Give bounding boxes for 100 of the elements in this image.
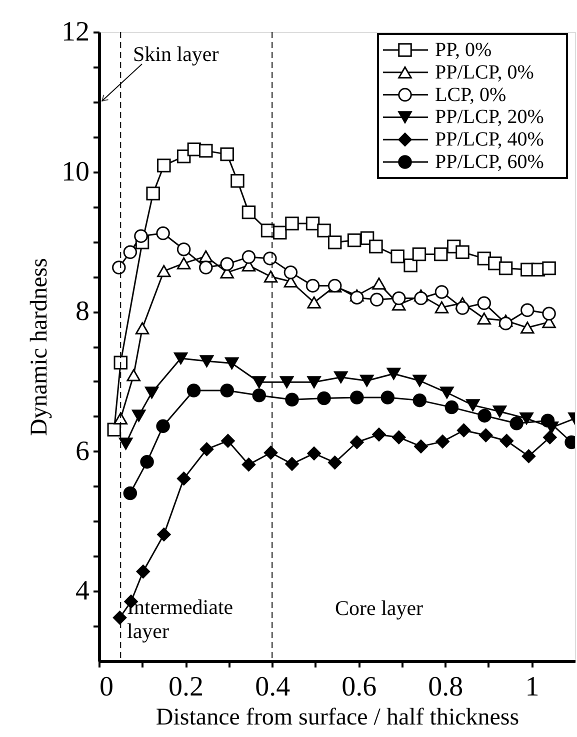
point xyxy=(242,205,256,220)
point xyxy=(140,454,154,469)
point xyxy=(350,435,364,450)
x-tick-label: 0.8 xyxy=(428,672,464,702)
point xyxy=(520,303,534,318)
point xyxy=(307,376,321,388)
point xyxy=(380,390,395,404)
point xyxy=(334,371,348,384)
point xyxy=(540,414,555,428)
x-tick-label: 0 xyxy=(100,672,114,702)
point xyxy=(126,369,140,382)
point xyxy=(436,434,450,448)
point xyxy=(118,438,133,450)
legend-label: PP/LCP, 40% xyxy=(435,128,544,151)
x-tick-label: 0.6 xyxy=(342,672,377,702)
point xyxy=(500,434,514,448)
point xyxy=(199,144,213,158)
point xyxy=(477,296,491,310)
annotation: Skin layer xyxy=(133,42,219,66)
point xyxy=(317,224,331,238)
point xyxy=(328,456,342,470)
point xyxy=(306,216,320,230)
x-axis-title: Distance from surface / half thickness xyxy=(156,704,520,730)
point xyxy=(390,249,404,264)
point xyxy=(466,399,480,412)
y-tick-label: 8 xyxy=(76,296,90,328)
y-tick-label: 10 xyxy=(62,156,90,188)
point xyxy=(221,434,235,448)
point xyxy=(440,386,454,399)
point xyxy=(328,235,342,250)
point xyxy=(350,290,364,304)
point xyxy=(350,390,364,404)
point xyxy=(112,260,126,274)
point xyxy=(230,174,244,188)
y-axis-title: Dynamic hardness xyxy=(26,258,52,436)
point xyxy=(114,412,128,425)
point xyxy=(285,457,299,471)
point xyxy=(434,301,449,314)
point xyxy=(242,458,256,472)
point xyxy=(347,233,362,248)
point xyxy=(434,247,448,262)
point xyxy=(456,301,470,315)
point xyxy=(132,410,146,422)
point xyxy=(372,428,386,442)
point xyxy=(220,257,234,271)
point xyxy=(542,306,556,321)
point xyxy=(135,322,150,334)
point xyxy=(144,386,159,399)
point xyxy=(220,384,234,398)
point xyxy=(156,419,170,434)
point xyxy=(412,374,427,387)
point xyxy=(280,376,294,388)
point xyxy=(200,355,214,368)
point xyxy=(176,472,191,486)
legend-label: PP/LCP, 60% xyxy=(435,151,544,173)
x-tick-label: 0.2 xyxy=(168,672,204,702)
x-tick-label: 1 xyxy=(525,672,540,702)
point xyxy=(157,158,171,172)
point xyxy=(307,296,321,309)
point xyxy=(412,247,426,262)
point xyxy=(220,147,234,162)
point xyxy=(285,216,299,230)
point xyxy=(370,292,384,307)
point xyxy=(520,412,534,425)
point xyxy=(510,416,524,430)
point xyxy=(136,564,150,578)
point xyxy=(264,446,278,460)
point xyxy=(264,270,278,283)
point xyxy=(157,528,171,542)
point xyxy=(252,388,266,402)
point xyxy=(372,278,386,290)
point xyxy=(224,357,239,370)
point xyxy=(186,384,201,398)
point xyxy=(456,423,471,438)
point xyxy=(414,291,428,306)
point xyxy=(498,261,513,276)
point xyxy=(478,428,493,442)
point xyxy=(412,393,427,408)
point xyxy=(252,376,266,388)
point xyxy=(434,285,449,299)
point xyxy=(369,240,383,254)
x-tick-label: 0.4 xyxy=(255,672,290,702)
point xyxy=(285,392,299,406)
point xyxy=(174,352,188,364)
y-tick-label: 4 xyxy=(76,576,90,607)
point xyxy=(134,229,148,243)
point xyxy=(123,486,138,500)
point xyxy=(176,257,191,270)
point xyxy=(284,266,298,280)
point xyxy=(404,258,418,272)
point xyxy=(360,374,374,387)
point xyxy=(242,250,256,264)
point xyxy=(477,312,491,325)
point xyxy=(317,391,331,406)
legend-label: PP/LCP, 0% xyxy=(435,61,534,84)
point xyxy=(478,408,492,423)
point xyxy=(114,356,128,370)
point xyxy=(200,442,214,456)
y-tick-label: 6 xyxy=(76,436,90,467)
point xyxy=(307,446,321,460)
